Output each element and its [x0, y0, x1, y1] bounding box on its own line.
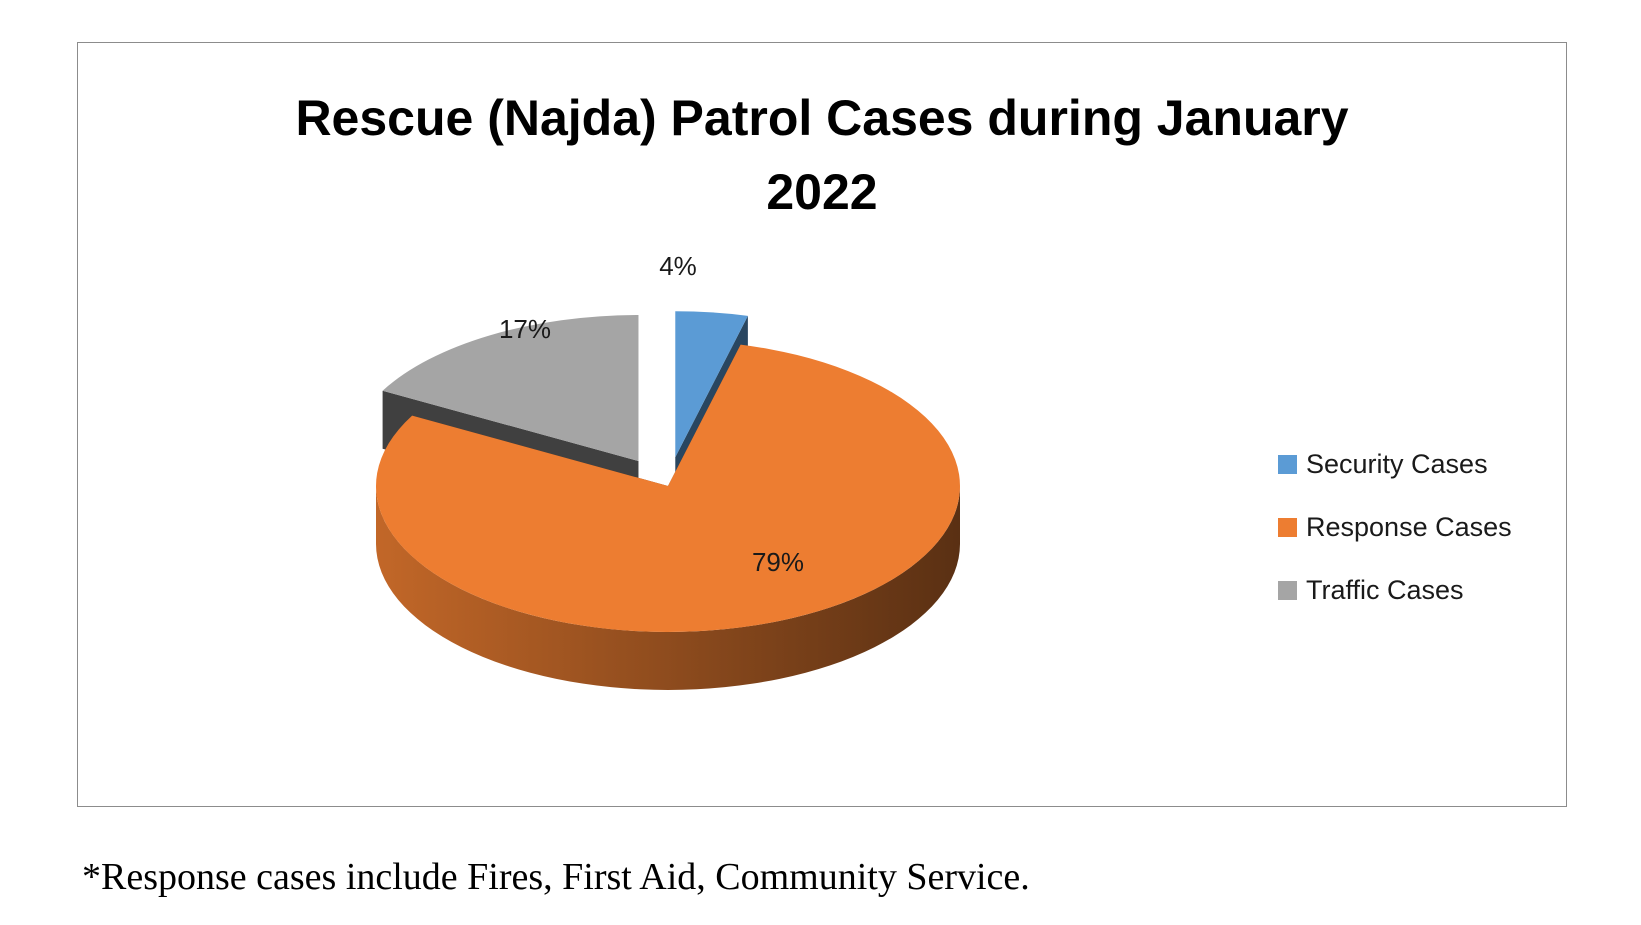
pie-chart: 4% 79% 17% — [375, 251, 960, 690]
chart-title-line-1: Rescue (Najda) Patrol Cases during Janua… — [295, 90, 1349, 146]
legend-label-traffic: Traffic Cases — [1306, 575, 1464, 605]
pie-slice-traffic-cases — [382, 315, 639, 462]
legend-swatch-security — [1278, 455, 1297, 474]
footnote: *Response cases include Fires, First Aid… — [82, 856, 1030, 898]
legend: Security Cases Response Cases Traffic Ca… — [1278, 433, 1512, 622]
legend-swatch-traffic — [1278, 581, 1297, 600]
legend-label-response: Response Cases — [1306, 512, 1512, 542]
pie-slice-security-cases — [675, 311, 748, 458]
legend-item-security: Security Cases — [1278, 433, 1512, 496]
legend-item-traffic: Traffic Cases — [1278, 559, 1512, 622]
chart-title: Rescue (Najda) Patrol Cases during Janua… — [78, 81, 1566, 229]
pie-side-response-cases — [376, 486, 960, 690]
legend-swatch-response — [1278, 518, 1297, 537]
data-label-traffic-cases: 17% — [499, 314, 551, 344]
data-label-security-cases: 4% — [659, 251, 697, 281]
chart-frame: Rescue (Najda) Patrol Cases during Janua… — [77, 42, 1567, 807]
legend-label-security: Security Cases — [1306, 449, 1488, 479]
chart-title-line-2: 2022 — [766, 164, 878, 220]
legend-item-response: Response Cases — [1278, 496, 1512, 559]
pie-slice-response-cases — [375, 344, 960, 632]
data-label-response-cases: 79% — [752, 547, 804, 577]
